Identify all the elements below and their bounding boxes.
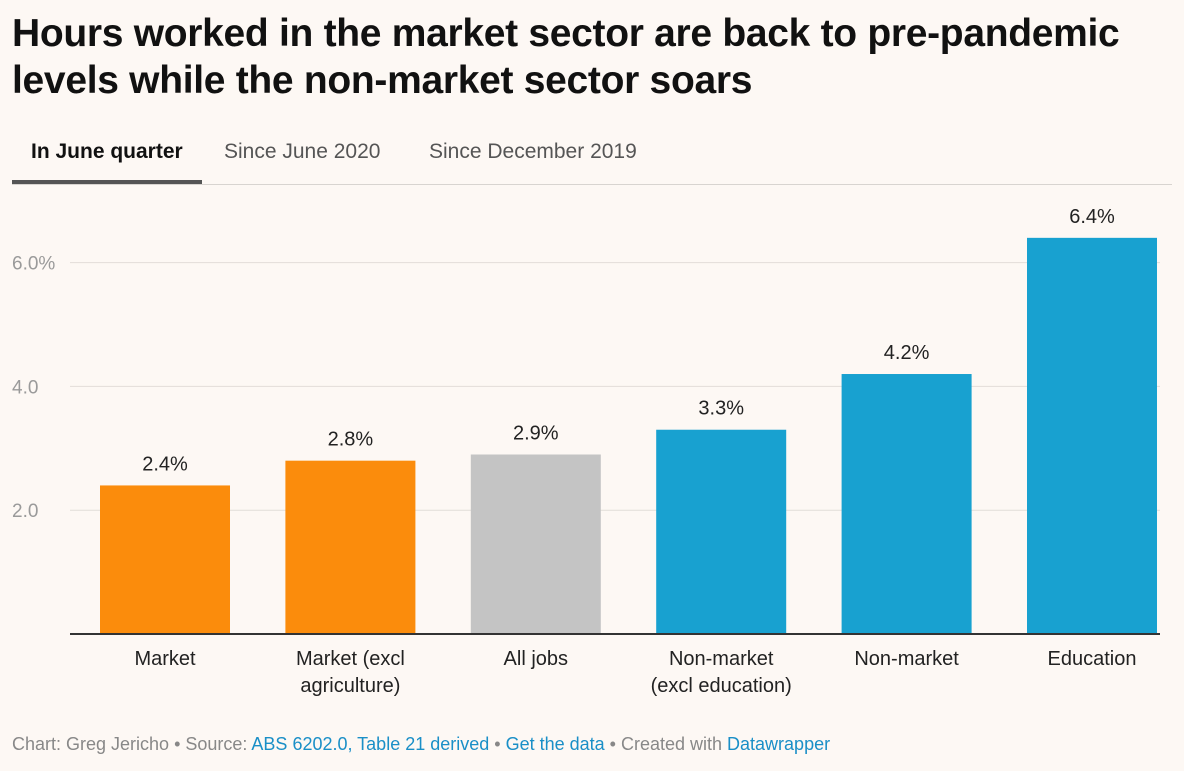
bar[interactable] [656,429,787,634]
x-category-label: Market [134,648,196,670]
tab-since-june-2020[interactable]: Since June 2020 [224,140,381,163]
datawrapper-link[interactable]: Datawrapper [727,734,831,754]
footer-separator: • [169,734,186,754]
y-tick-label: 4.0 [12,377,38,398]
y-tick-label: 6.0% [12,254,55,275]
footer-separator: • [604,734,621,754]
x-category-label: All jobs [504,648,568,670]
bar[interactable] [100,485,230,634]
x-category-label: Education [1048,648,1137,670]
bar-value-label: 6.4% [1069,206,1115,228]
x-category-label: Non-market [669,648,774,670]
tab-bar: In June quarter Since June 2020 Since De… [12,128,1172,185]
tab-since-december-2019[interactable]: Since December 2019 [429,140,637,163]
x-category-label: Non-market [854,648,959,670]
bar-value-label: 2.4% [142,453,188,475]
bar[interactable] [285,460,416,634]
footer-credit: Chart: Greg Jericho [12,734,170,754]
bar-value-label: 4.2% [884,342,930,364]
bar[interactable] [1027,237,1157,634]
bar-value-label: 2.8% [328,429,374,451]
x-category-label: (excl education) [651,675,792,697]
bar-chart: 2.0 4.0 6.0% 2.4% Market 2.8% Market (excl agri… [12,206,1160,697]
bar-value-label: 3.3% [698,398,744,420]
footer-source-label: Source: [185,734,252,754]
chart-title: Hours worked in the market sector are ba… [12,12,1120,102]
bar[interactable] [841,374,972,634]
source-link[interactable]: ABS 6202.0, Table 21 derived [251,734,490,754]
x-category-label: agriculture) [300,675,400,697]
tab-in-june-quarter[interactable]: In June quarter [12,128,202,184]
footer-separator: • [489,734,506,754]
bar-value-label: 2.9% [513,422,559,444]
chart-footer: Chart: Greg Jericho • Source: ABS 6202.0… [12,734,830,755]
bar[interactable] [470,454,601,634]
x-category-label: Market (excl [296,648,405,670]
footer-created-label: Created with [620,734,728,754]
get-the-data-link[interactable]: Get the data [505,734,605,754]
y-tick-label: 2.0 [12,501,38,522]
